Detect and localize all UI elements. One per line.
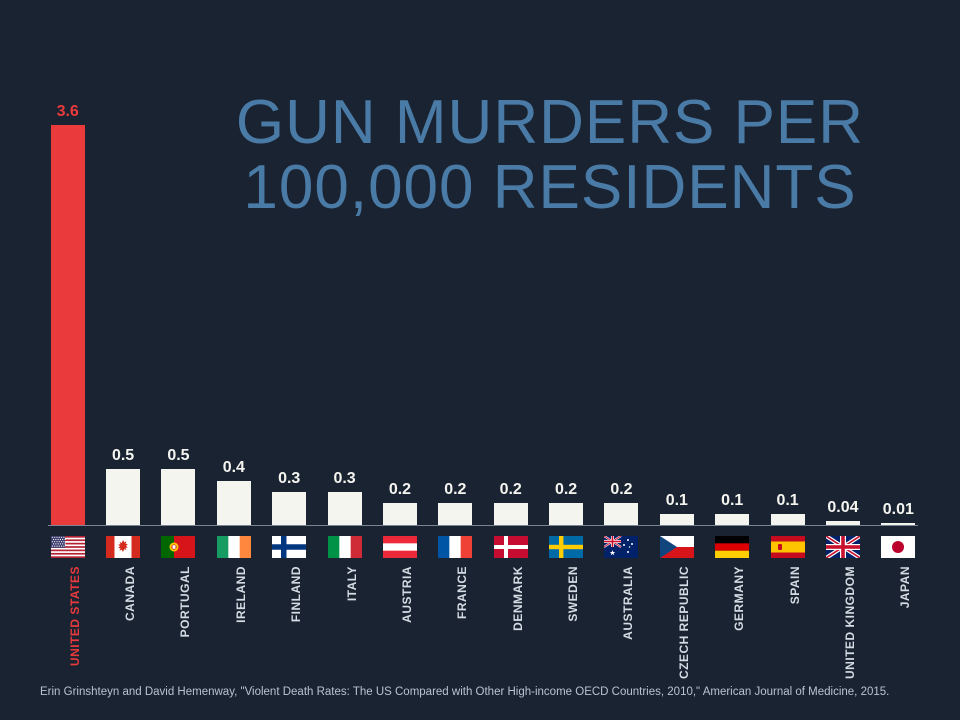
bar-value: 0.01 bbox=[883, 501, 914, 519]
country-label: IRELAND bbox=[234, 566, 248, 623]
flag-ca bbox=[103, 536, 142, 558]
label-cell: AUSTRALIA bbox=[602, 562, 641, 660]
bar-col: 0.2 bbox=[436, 481, 475, 525]
x-axis-line bbox=[48, 525, 918, 526]
flag-de bbox=[713, 536, 752, 558]
label-cell: SPAIN bbox=[768, 562, 807, 660]
bar bbox=[272, 492, 306, 525]
bar-col: 0.2 bbox=[602, 481, 641, 525]
bar-col: 0.1 bbox=[657, 492, 696, 525]
bar bbox=[161, 469, 195, 525]
country-label: UNITED KINGDOM bbox=[843, 566, 857, 679]
country-label: CZECH REPUBLIC bbox=[677, 566, 691, 679]
bar-col: 0.5 bbox=[159, 447, 198, 525]
bar-value: 0.2 bbox=[555, 481, 577, 499]
source-citation: Erin Grinshteyn and David Hemenway, "Vio… bbox=[40, 686, 920, 698]
bar-col: 0.3 bbox=[270, 470, 309, 525]
bar bbox=[51, 125, 85, 525]
flag-at bbox=[380, 536, 419, 558]
flag-jp bbox=[879, 536, 918, 558]
country-label: JAPAN bbox=[898, 566, 912, 608]
label-cell: CZECH REPUBLIC bbox=[657, 562, 696, 660]
label-cell: AUSTRIA bbox=[380, 562, 419, 660]
flag-se bbox=[546, 536, 585, 558]
bar-value: 0.1 bbox=[721, 492, 743, 510]
bar-value: 0.3 bbox=[278, 470, 300, 488]
bar bbox=[383, 503, 417, 525]
bar-value: 0.3 bbox=[333, 470, 355, 488]
country-label: UNITED STATES bbox=[68, 566, 82, 666]
bar-value: 0.2 bbox=[389, 481, 411, 499]
bar bbox=[771, 514, 805, 525]
label-cell: UNITED STATES bbox=[48, 562, 87, 660]
label-cell: ITALY bbox=[325, 562, 364, 660]
country-label: AUSTRALIA bbox=[621, 566, 635, 640]
country-label: GERMANY bbox=[732, 566, 746, 631]
bar-value: 0.1 bbox=[666, 492, 688, 510]
bar-col: 0.3 bbox=[325, 470, 364, 525]
bar-col: 0.5 bbox=[103, 447, 142, 525]
bar bbox=[106, 469, 140, 525]
bar-col: 0.1 bbox=[713, 492, 752, 525]
flag-cz bbox=[657, 536, 696, 558]
label-cell: FRANCE bbox=[436, 562, 475, 660]
bar-col: 0.2 bbox=[491, 481, 530, 525]
bar-value: 0.1 bbox=[776, 492, 798, 510]
label-cell: JAPAN bbox=[879, 562, 918, 660]
flag-es bbox=[768, 536, 807, 558]
country-label: FRANCE bbox=[455, 566, 469, 619]
bar bbox=[715, 514, 749, 525]
bar-col: 0.4 bbox=[214, 459, 253, 525]
bar-value: 0.2 bbox=[444, 481, 466, 499]
bar-value: 0.5 bbox=[112, 447, 134, 465]
country-label: AUSTRIA bbox=[400, 566, 414, 623]
bar bbox=[494, 503, 528, 525]
country-label: ITALY bbox=[345, 566, 359, 601]
label-cell: GERMANY bbox=[713, 562, 752, 660]
bar-col: 0.1 bbox=[768, 492, 807, 525]
label-cell: PORTUGAL bbox=[159, 562, 198, 660]
country-label: SWEDEN bbox=[566, 566, 580, 622]
bar-col: 0.2 bbox=[546, 481, 585, 525]
bar bbox=[604, 503, 638, 525]
flag-fr bbox=[436, 536, 475, 558]
country-label: PORTUGAL bbox=[178, 566, 192, 637]
label-cell: CANADA bbox=[103, 562, 142, 660]
label-cell: IRELAND bbox=[214, 562, 253, 660]
flag-row bbox=[48, 536, 918, 558]
country-label: DENMARK bbox=[511, 566, 525, 631]
country-label: SPAIN bbox=[788, 566, 802, 604]
bar-value: 0.2 bbox=[500, 481, 522, 499]
bar bbox=[660, 514, 694, 525]
bar-col: 3.6 bbox=[48, 103, 87, 525]
bar-value: 0.4 bbox=[223, 459, 245, 477]
bar-value: 0.2 bbox=[610, 481, 632, 499]
flag-ie bbox=[214, 536, 253, 558]
bar-chart: 3.6 0.5 0.5 0.4 0.3 0.3 0.2 0.2 0.2 0.2 0.2 0.1 0.1 0… bbox=[48, 95, 918, 525]
bar-value: 0.04 bbox=[827, 499, 858, 517]
bar bbox=[217, 481, 251, 525]
bar-col: 0.01 bbox=[879, 501, 918, 525]
country-label: CANADA bbox=[123, 566, 137, 621]
bar bbox=[328, 492, 362, 525]
flag-us bbox=[48, 536, 87, 558]
bar-value: 0.5 bbox=[167, 447, 189, 465]
flag-pt bbox=[159, 536, 198, 558]
flag-dk bbox=[491, 536, 530, 558]
bar bbox=[438, 503, 472, 525]
label-cell: FINLAND bbox=[270, 562, 309, 660]
label-cell: DENMARK bbox=[491, 562, 530, 660]
flag-au bbox=[602, 536, 641, 558]
bar-value: 3.6 bbox=[57, 103, 79, 121]
label-cell: UNITED KINGDOM bbox=[823, 562, 862, 660]
flag-it bbox=[325, 536, 364, 558]
bar bbox=[549, 503, 583, 525]
flag-gb bbox=[823, 536, 862, 558]
country-label: FINLAND bbox=[289, 566, 303, 622]
label-cell: SWEDEN bbox=[546, 562, 585, 660]
bar-col: 0.2 bbox=[380, 481, 419, 525]
bar-col: 0.04 bbox=[823, 499, 862, 525]
country-labels: UNITED STATES CANADA PORTUGAL IRELAND FINLAN… bbox=[48, 562, 918, 660]
flag-fi bbox=[270, 536, 309, 558]
